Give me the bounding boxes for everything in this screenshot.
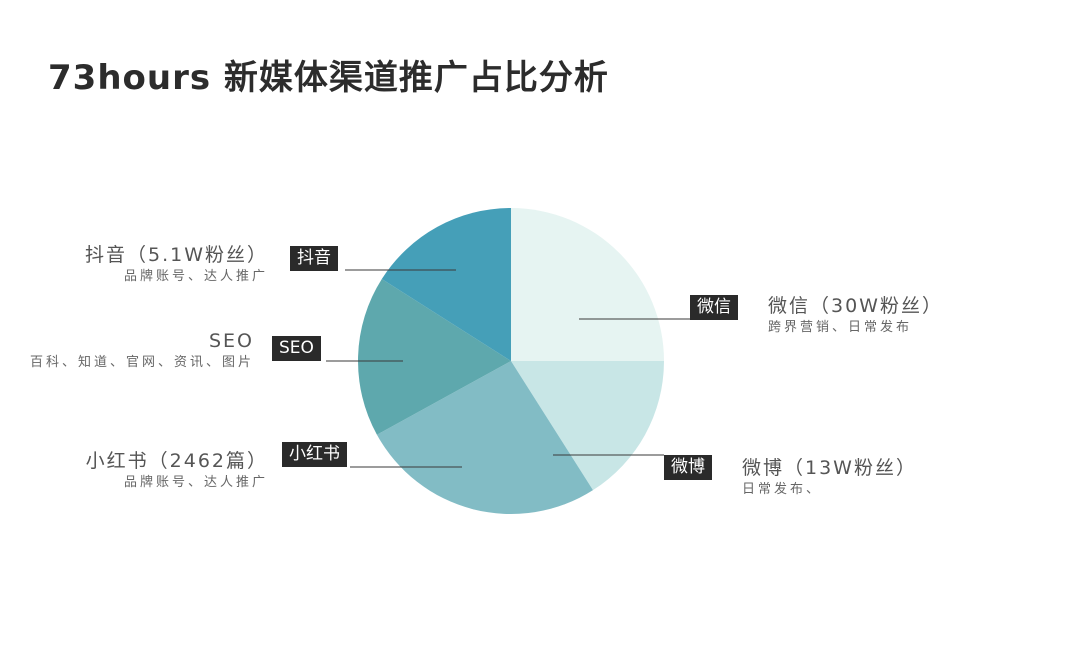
- slice-note-douyin: 品牌账号、达人推广: [123, 269, 268, 284]
- slice-desc-seo: SEO 百科、知道、官网、资讯、图片: [30, 329, 254, 373]
- slice-desc-douyin: 抖音（5.1W粉丝） 品牌账号、达人推广: [85, 243, 268, 287]
- slice-name-weibo: 微博（13W粉丝）: [742, 457, 917, 479]
- slice-desc-xiaohongshu: 小红书（2462篇） 品牌账号、达人推广: [86, 449, 268, 493]
- slice-name-seo: SEO: [208, 330, 254, 352]
- slice-tag-seo: SEO: [272, 336, 321, 361]
- pie-slice-weibo: [511, 361, 664, 491]
- slice-desc-weibo: 微博（13W粉丝） 日常发布、: [742, 456, 917, 500]
- slice-name-douyin: 抖音（5.1W粉丝）: [84, 244, 268, 266]
- slice-note-wechat: 跨界营销、日常发布: [768, 320, 913, 335]
- slice-note-xiaohongshu: 品牌账号、达人推广: [123, 475, 268, 490]
- slice-note-weibo: 日常发布、: [742, 482, 823, 497]
- pie-slice-douyin: [381, 208, 511, 361]
- slice-tag-weibo: 微博: [664, 455, 712, 480]
- pie-slice-wechat: [511, 208, 664, 361]
- slice-desc-wechat: 微信（30W粉丝） 跨界营销、日常发布: [768, 294, 943, 338]
- pie-slice-xiaohongshu: [376, 361, 593, 514]
- pie-slice-seo: [358, 279, 511, 435]
- slice-name-xiaohongshu: 小红书（2462篇）: [85, 450, 268, 472]
- slice-name-wechat: 微信（30W粉丝）: [768, 295, 943, 317]
- slice-tag-xiaohongshu: 小红书: [282, 442, 347, 467]
- slice-note-seo: 百科、知道、官网、资讯、图片: [29, 355, 254, 370]
- slice-tag-douyin: 抖音: [290, 246, 338, 271]
- page-title: 73hours 新媒体渠道推广占比分析: [48, 58, 609, 98]
- slice-tag-wechat: 微信: [690, 295, 738, 320]
